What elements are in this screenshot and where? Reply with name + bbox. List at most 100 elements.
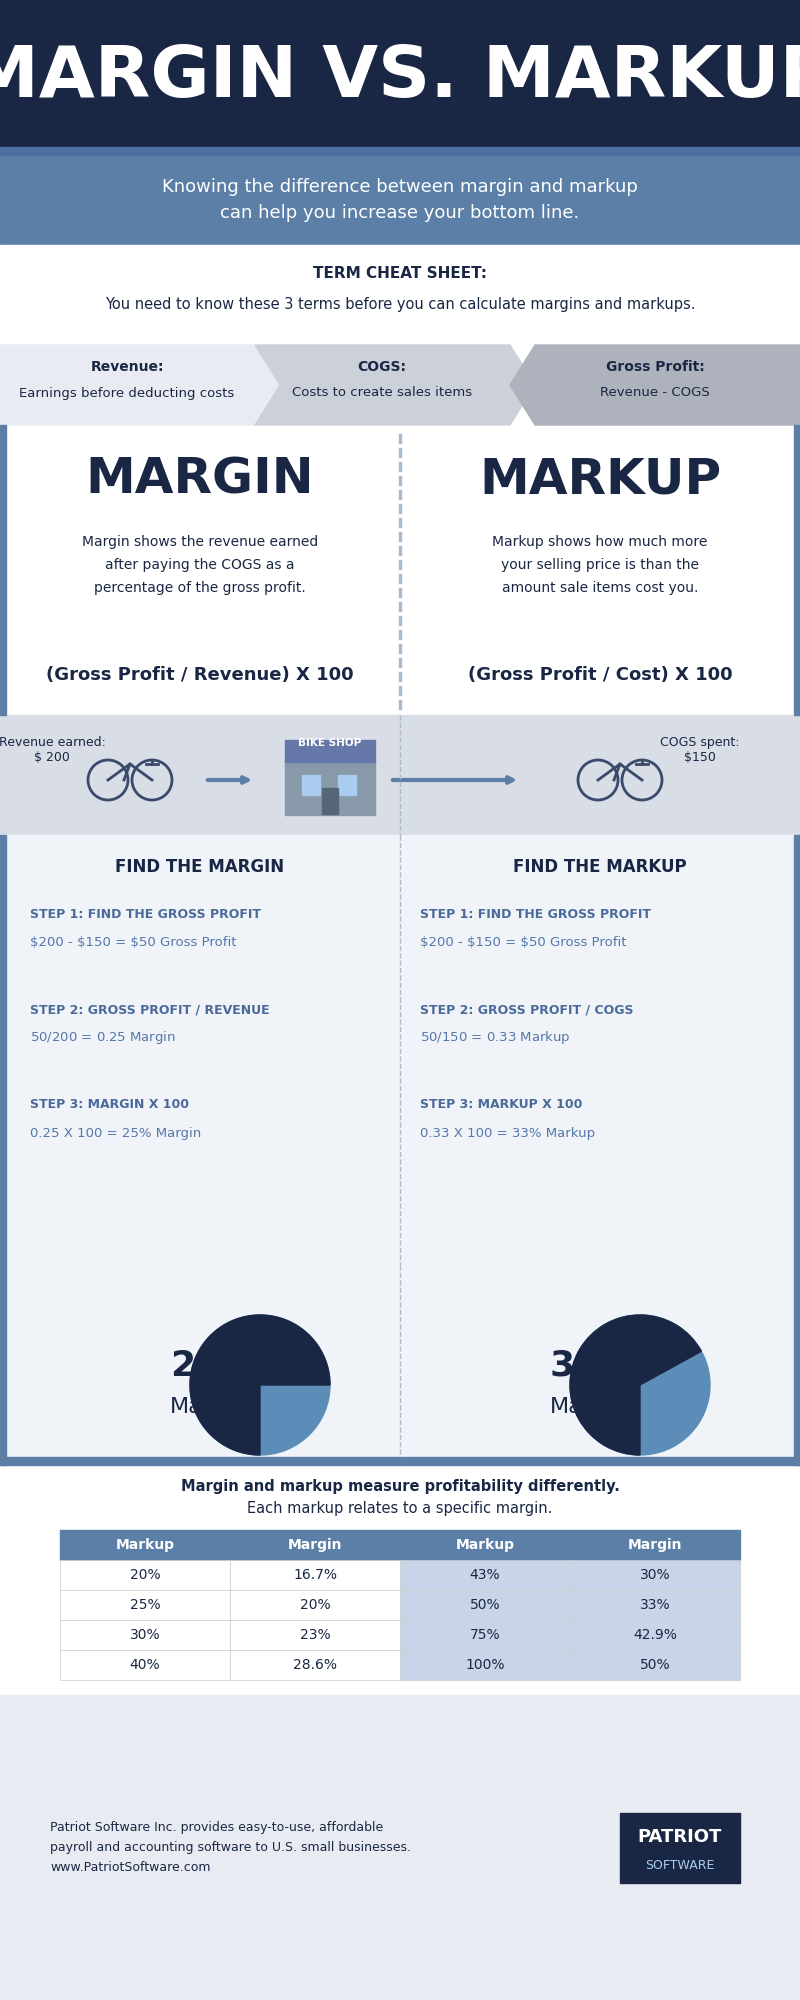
Text: 42.9%: 42.9% (633, 1628, 677, 1642)
Wedge shape (570, 1316, 702, 1456)
Bar (400, 1590, 570, 1620)
Bar (400, 1530, 570, 1560)
Bar (400, 1650, 570, 1680)
Bar (570, 1650, 740, 1680)
Text: COGS:: COGS: (358, 360, 406, 374)
Bar (794, 1266, 800, 1464)
Bar (400, 1620, 570, 1650)
Bar (570, 1620, 740, 1650)
Bar (794, 426, 800, 716)
Bar (302, 774, 320, 794)
Text: 0.33 X 100 = 33% Markup: 0.33 X 100 = 33% Markup (420, 1126, 595, 1140)
Text: Revenue earned:
$ 200: Revenue earned: $ 200 (0, 736, 106, 764)
Text: 40%: 40% (130, 1658, 160, 1672)
Bar (230, 1650, 400, 1680)
Text: (Gross Profit / Cost) X 100: (Gross Profit / Cost) X 100 (468, 666, 732, 684)
Bar (322, 788, 338, 814)
Text: $200 - $150 = $50 Gross Profit: $200 - $150 = $50 Gross Profit (30, 936, 237, 950)
Text: 75%: 75% (470, 1628, 500, 1642)
Text: Revenue - COGS: Revenue - COGS (600, 386, 710, 400)
Text: 28.6%: 28.6% (293, 1658, 337, 1672)
Text: BIKE SHOP: BIKE SHOP (298, 738, 362, 748)
Text: 25%: 25% (130, 1598, 160, 1612)
Bar (230, 1530, 400, 1560)
Bar (0, 1464, 800, 1696)
Bar (230, 1560, 400, 1590)
Polygon shape (255, 344, 535, 426)
Text: 20%: 20% (130, 1568, 160, 1582)
Bar (0, 716, 800, 836)
Bar (570, 1530, 740, 1560)
Text: 33%: 33% (640, 1598, 670, 1612)
Polygon shape (0, 344, 280, 426)
Bar (285, 740, 375, 762)
Text: $200 - $150 = $50 Gross Profit: $200 - $150 = $50 Gross Profit (420, 936, 626, 950)
Bar (60, 1530, 230, 1560)
Bar (0, 836, 6, 1266)
Text: Markup: Markup (115, 1538, 174, 1552)
Text: Margin: Margin (288, 1538, 342, 1552)
Text: TERM CHEAT SHEET:: TERM CHEAT SHEET: (313, 266, 487, 280)
Bar (0, 1696, 800, 2000)
Text: SOFTWARE: SOFTWARE (646, 1860, 714, 1872)
Text: STEP 3: MARKUP X 100: STEP 3: MARKUP X 100 (420, 1098, 582, 1112)
Text: PATRIOT: PATRIOT (638, 1828, 722, 1846)
Text: STEP 1: FIND THE GROSS PROFIT: STEP 1: FIND THE GROSS PROFIT (420, 908, 651, 922)
Text: Costs to create sales items: Costs to create sales items (292, 386, 472, 400)
Bar (570, 1560, 740, 1590)
Bar (0, 1456, 800, 1464)
Bar (60, 1620, 230, 1650)
Polygon shape (510, 344, 800, 426)
Bar (0, 244, 800, 344)
Text: Margin: Margin (170, 1396, 246, 1416)
Text: $50 /$200 = 0.25 Margin: $50 /$200 = 0.25 Margin (30, 1030, 175, 1046)
Text: 30%: 30% (130, 1628, 160, 1642)
Text: 100%: 100% (466, 1658, 505, 1672)
Text: 25%: 25% (170, 1348, 256, 1382)
Text: MARGIN: MARGIN (86, 456, 314, 504)
Text: Margin and markup measure profitability differently.: Margin and markup measure profitability … (181, 1480, 619, 1494)
Text: 23%: 23% (300, 1628, 330, 1642)
Wedge shape (190, 1316, 330, 1456)
Text: 33%: 33% (550, 1348, 636, 1382)
Text: Each markup relates to a specific margin.: Each markup relates to a specific margin… (247, 1502, 553, 1516)
Text: COGS spent:
$150: COGS spent: $150 (660, 736, 740, 764)
Text: 43%: 43% (470, 1568, 500, 1582)
Bar (620, 1812, 740, 1882)
Bar (0, 1266, 6, 1464)
Text: Margin: Margin (628, 1538, 682, 1552)
Bar (400, 1560, 570, 1590)
Text: 16.7%: 16.7% (293, 1568, 337, 1582)
Bar (0, 156, 800, 244)
Wedge shape (570, 1316, 710, 1456)
Text: 20%: 20% (300, 1598, 330, 1612)
Text: STEP 3: MARGIN X 100: STEP 3: MARGIN X 100 (30, 1098, 189, 1112)
Bar (0, 148, 800, 156)
Text: Gross Profit:: Gross Profit: (606, 360, 704, 374)
Bar (285, 760, 375, 816)
Bar (570, 1590, 740, 1620)
Bar (0, 1266, 800, 1464)
Text: STEP 1: FIND THE GROSS PROFIT: STEP 1: FIND THE GROSS PROFIT (30, 908, 261, 922)
Text: $50 /$150 = 0.33 Markup: $50 /$150 = 0.33 Markup (420, 1030, 570, 1046)
Text: Patriot Software Inc. provides easy-to-use, affordable
payroll and accounting so: Patriot Software Inc. provides easy-to-u… (50, 1820, 411, 1874)
Wedge shape (190, 1316, 330, 1456)
Text: Markup shows how much more
your selling price is than the
amount sale items cost: Markup shows how much more your selling … (492, 536, 708, 594)
Bar (338, 774, 356, 794)
Bar (60, 1560, 230, 1590)
Text: 0.25 X 100 = 25% Margin: 0.25 X 100 = 25% Margin (30, 1126, 202, 1140)
Text: FIND THE MARKUP: FIND THE MARKUP (513, 858, 687, 876)
Text: Markup: Markup (550, 1396, 633, 1416)
Bar (230, 1590, 400, 1620)
Bar (0, 0, 800, 156)
Text: Revenue:: Revenue: (90, 360, 164, 374)
Bar (0, 426, 6, 716)
Bar (60, 1650, 230, 1680)
Bar (230, 1620, 400, 1650)
Text: Earnings before deducting costs: Earnings before deducting costs (19, 386, 234, 400)
Text: STEP 2: GROSS PROFIT / REVENUE: STEP 2: GROSS PROFIT / REVENUE (30, 1004, 270, 1016)
Bar (60, 1590, 230, 1620)
Text: Knowing the difference between margin and markup
can help you increase your bott: Knowing the difference between margin an… (162, 178, 638, 222)
Text: 30%: 30% (640, 1568, 670, 1582)
Text: You need to know these 3 terms before you can calculate margins and markups.: You need to know these 3 terms before yo… (105, 298, 695, 312)
